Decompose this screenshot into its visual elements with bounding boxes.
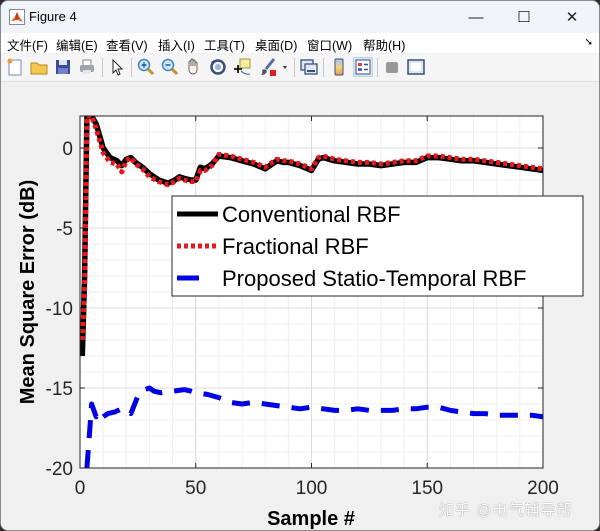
toolbar-separator xyxy=(323,58,324,77)
y-axis-label: Mean Square Error (dB) xyxy=(17,180,39,404)
svg-text:0: 0 xyxy=(62,139,73,160)
insert-colorbar-button[interactable] xyxy=(329,57,349,77)
legend-label-proposed: Proposed Statio-Temporal RBF xyxy=(222,266,526,291)
rotate-icon xyxy=(210,59,226,75)
folder-icon xyxy=(30,62,48,75)
menu-bar: 文件(F) 编辑(E) 查看(V) 插入(I) 工具(T) 桌面(D) 窗口(W… xyxy=(1,33,599,53)
arrow-pointer-icon xyxy=(112,58,124,76)
toolbar-separator xyxy=(294,58,295,77)
show-plot-tools-button[interactable] xyxy=(406,57,426,77)
menu-view[interactable]: 查看(V) xyxy=(106,39,148,53)
menu-edit[interactable]: 编辑(E) xyxy=(56,39,98,53)
colorbar-icon xyxy=(334,58,344,76)
tick-labels: 0 50 100 150 200 -20 -15 -10 -5 0 xyxy=(46,139,559,499)
svg-text:-20: -20 xyxy=(46,459,73,480)
new-file-icon xyxy=(7,58,22,76)
toolbar-separator xyxy=(131,58,132,77)
svg-text:-15: -15 xyxy=(46,379,73,400)
link-plot-icon xyxy=(300,59,318,75)
data-cursor-button[interactable] xyxy=(232,57,252,77)
brush-icon xyxy=(261,58,276,76)
link-plot-button[interactable] xyxy=(299,57,319,77)
zoom-out-icon xyxy=(161,58,179,76)
menu-tools[interactable]: 工具(T) xyxy=(204,39,245,53)
legend-box xyxy=(171,195,584,297)
zoom-in-icon xyxy=(137,58,155,76)
edit-plot-button[interactable] xyxy=(107,57,127,77)
svg-text:150: 150 xyxy=(411,478,443,499)
figure-canvas: 0 50 100 150 200 -20 -15 -10 -5 0 Sample # Mean S… xyxy=(1,82,599,530)
brush-button[interactable] xyxy=(258,57,278,77)
show-plot-tools-icon xyxy=(407,59,425,75)
chevron-down-icon xyxy=(283,66,287,69)
hide-plot-tools-icon xyxy=(386,62,398,73)
menu-help[interactable]: 帮助(H) xyxy=(363,39,406,53)
menu-desktop[interactable]: 桌面(D) xyxy=(255,39,298,53)
legend-icon xyxy=(355,59,371,75)
insert-legend-button[interactable] xyxy=(353,57,373,77)
svg-text:-10: -10 xyxy=(46,299,73,320)
svg-text:50: 50 xyxy=(185,478,206,499)
zoom-out-button[interactable] xyxy=(160,57,180,77)
title-bar: Figure 4 — ☐ ✕ xyxy=(1,1,599,33)
dock-arrow-icon[interactable]: ➘ xyxy=(584,37,593,48)
open-file-button[interactable] xyxy=(29,57,49,77)
pan-button[interactable] xyxy=(184,57,204,77)
svg-text:0: 0 xyxy=(75,478,86,499)
printer-icon xyxy=(80,59,94,74)
print-figure-button[interactable] xyxy=(77,57,97,77)
floppy-disk-icon xyxy=(56,60,70,74)
menu-file[interactable]: 文件(F) xyxy=(7,39,48,53)
rotate-3d-button[interactable] xyxy=(208,57,228,77)
chart-svg[interactable]: 0 50 100 150 200 -20 -15 -10 -5 0 Sample # Mean S… xyxy=(1,82,599,530)
window-title: Figure 4 xyxy=(29,9,77,24)
hand-icon xyxy=(188,58,198,75)
svg-text:-5: -5 xyxy=(56,219,73,240)
legend-label-fractional: Fractional RBF xyxy=(222,234,369,259)
legend-label-conventional: Conventional RBF xyxy=(222,202,401,227)
toolbar-separator xyxy=(102,58,103,77)
save-figure-button[interactable] xyxy=(53,57,73,77)
figure-toolbar xyxy=(1,54,599,82)
brush-dropdown-button[interactable] xyxy=(280,57,290,77)
legend[interactable]: Conventional RBF Fractional RBF Proposed… xyxy=(171,195,584,297)
matlab-logo-icon xyxy=(9,9,25,25)
series-line-proposed xyxy=(84,385,543,468)
plot-lines xyxy=(80,116,543,468)
menu-insert[interactable]: 插入(I) xyxy=(158,39,195,53)
watermark-text: 知乎 @电气辅导帮 xyxy=(439,502,573,519)
menu-window[interactable]: 窗口(W) xyxy=(307,39,353,53)
minimize-button[interactable]: — xyxy=(468,8,484,26)
svg-text:100: 100 xyxy=(296,478,328,499)
zoom-in-button[interactable] xyxy=(136,57,156,77)
hide-plot-tools-button[interactable] xyxy=(382,57,402,77)
maximize-button[interactable]: ☐ xyxy=(517,9,531,26)
svg-text:200: 200 xyxy=(527,478,559,499)
data-cursor-icon xyxy=(234,58,251,75)
x-axis-label: Sample # xyxy=(267,508,355,530)
toolbar-separator xyxy=(377,58,378,77)
close-button[interactable]: ✕ xyxy=(565,9,579,26)
series-line-fractional xyxy=(80,116,543,341)
new-figure-button[interactable] xyxy=(5,57,25,77)
